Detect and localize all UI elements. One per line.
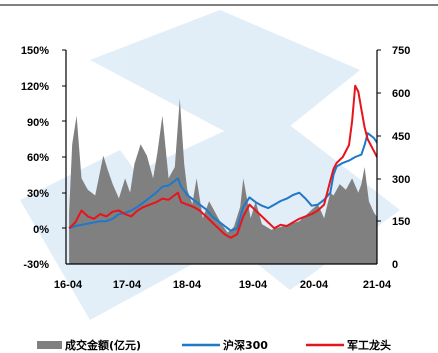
legend-item-military: 军工龙头 [306, 338, 391, 352]
left-tick-label: 60% [27, 152, 49, 164]
volume-area-layer [69, 98, 377, 264]
legend-item-hs300: 沪深300 [182, 338, 268, 352]
legend-label-volume: 成交金额(亿元) [65, 338, 141, 352]
right-tick-label: 600 [392, 88, 410, 100]
x-tick-label: 20-04 [300, 279, 329, 291]
left-axis-ticks: 150% 120% 90% 60% 30% 0% -30% [21, 45, 66, 271]
x-tick-label: 16-04 [54, 279, 83, 291]
right-tick-label: 150 [392, 216, 410, 228]
left-tick-label: 90% [27, 117, 49, 129]
series-area-volume [69, 98, 377, 264]
x-tick-label: 19-04 [239, 279, 268, 291]
x-axis-ticks: 16-04 17-04 18-04 19-04 20-04 21-04 [54, 279, 392, 291]
right-tick-label: 450 [392, 131, 410, 143]
right-axis-ticks: 750 600 450 300 150 0 [377, 45, 410, 271]
left-tick-label: 30% [27, 188, 49, 200]
line-layer [68, 84, 377, 239]
left-tick-label: 120% [21, 81, 49, 93]
x-tick-label: 17-04 [113, 279, 142, 291]
left-tick-label: 150% [21, 45, 49, 57]
left-tick-label: 0% [33, 224, 49, 236]
series-line-military [68, 84, 377, 239]
series-line-hs300 [68, 132, 377, 232]
left-tick-label: -30% [23, 259, 49, 271]
x-tick-label: 18-04 [173, 279, 202, 291]
legend-item-volume: 成交金额(亿元) [37, 338, 141, 352]
legend-label-hs300: 沪深300 [223, 338, 268, 352]
legend-label-military: 军工龙头 [347, 338, 391, 352]
right-tick-label: 750 [392, 45, 410, 57]
x-tick-label: 21-04 [363, 279, 392, 291]
right-tick-label: 0 [392, 259, 398, 271]
legend-swatch-volume [37, 341, 62, 349]
legend: 成交金额(亿元) 沪深300 军工龙头 [37, 338, 391, 352]
right-tick-label: 300 [392, 174, 410, 186]
